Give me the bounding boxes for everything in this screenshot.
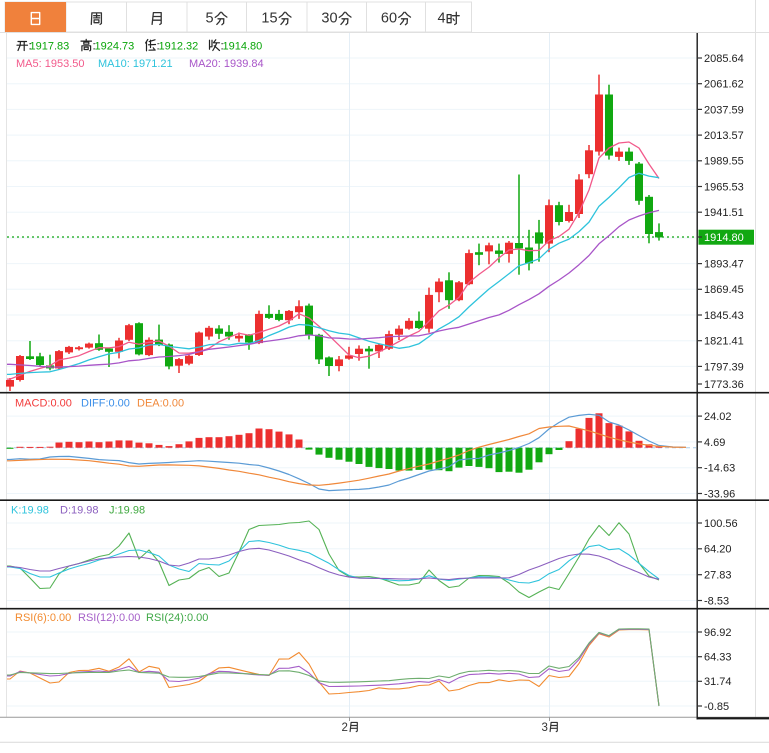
- svg-text:1893.47: 1893.47: [704, 259, 744, 271]
- svg-text:1845.43: 1845.43: [704, 310, 744, 322]
- svg-text:1989.55: 1989.55: [704, 156, 744, 168]
- svg-text:J:19.98: J:19.98: [109, 505, 145, 517]
- svg-text:4: 4: [437, 11, 445, 27]
- svg-text:DIFF:0.00: DIFF:0.00: [81, 397, 130, 409]
- svg-text:MA20: 1939.84: MA20: 1939.84: [189, 58, 264, 70]
- svg-text:1965.53: 1965.53: [704, 181, 744, 193]
- svg-text:1914.80: 1914.80: [223, 40, 263, 52]
- svg-text:MACD:0.00: MACD:0.00: [15, 397, 72, 409]
- svg-text:1924.73: 1924.73: [95, 40, 135, 52]
- svg-text:4.69: 4.69: [704, 437, 725, 449]
- svg-text:30: 30: [321, 11, 337, 27]
- svg-text:27.83: 27.83: [704, 570, 732, 582]
- svg-text:31.74: 31.74: [704, 676, 732, 688]
- svg-text:1912.32: 1912.32: [159, 40, 199, 52]
- svg-text:-0.85: -0.85: [704, 701, 729, 713]
- svg-text:1797.39: 1797.39: [704, 361, 744, 373]
- svg-text:1821.41: 1821.41: [704, 336, 744, 348]
- svg-text:D:19.98: D:19.98: [60, 505, 99, 517]
- svg-text:15: 15: [261, 11, 277, 27]
- svg-text::: :: [93, 41, 96, 53]
- svg-text:MA5: 1953.50: MA5: 1953.50: [16, 58, 85, 70]
- svg-text::: :: [157, 41, 160, 53]
- svg-text:64.33: 64.33: [704, 652, 732, 664]
- svg-text:2013.57: 2013.57: [704, 130, 744, 142]
- svg-text:RSI(12):0.00: RSI(12):0.00: [78, 612, 140, 624]
- svg-text:60: 60: [381, 11, 397, 27]
- svg-text:1869.45: 1869.45: [704, 284, 744, 296]
- svg-text::: :: [29, 41, 32, 53]
- svg-text:K:19.98: K:19.98: [11, 505, 49, 517]
- svg-text:1773.36: 1773.36: [704, 379, 744, 391]
- svg-text:64.20: 64.20: [704, 544, 732, 556]
- svg-text:-8.53: -8.53: [704, 595, 729, 607]
- svg-text:RSI(24):0.00: RSI(24):0.00: [146, 612, 208, 624]
- svg-text:1917.83: 1917.83: [30, 40, 70, 52]
- svg-text:24.02: 24.02: [704, 411, 732, 423]
- svg-text:3: 3: [542, 722, 548, 734]
- svg-text:2061.62: 2061.62: [704, 79, 744, 91]
- svg-text:1941.51: 1941.51: [704, 207, 744, 219]
- svg-text:5: 5: [205, 11, 213, 27]
- svg-text:RSI(6):0.00: RSI(6):0.00: [15, 612, 71, 624]
- svg-text:2: 2: [342, 722, 348, 734]
- svg-text:2037.59: 2037.59: [704, 104, 744, 116]
- svg-text::: :: [221, 41, 224, 53]
- svg-text:2085.64: 2085.64: [704, 53, 744, 65]
- svg-text:MA10: 1971.21: MA10: 1971.21: [98, 58, 173, 70]
- svg-text:DEA:0.00: DEA:0.00: [137, 397, 184, 409]
- svg-text:1914.80: 1914.80: [704, 232, 744, 244]
- svg-text:-14.63: -14.63: [704, 463, 735, 475]
- svg-text:-33.96: -33.96: [704, 488, 735, 500]
- svg-text:100.56: 100.56: [704, 518, 738, 530]
- svg-text:96.92: 96.92: [704, 627, 732, 639]
